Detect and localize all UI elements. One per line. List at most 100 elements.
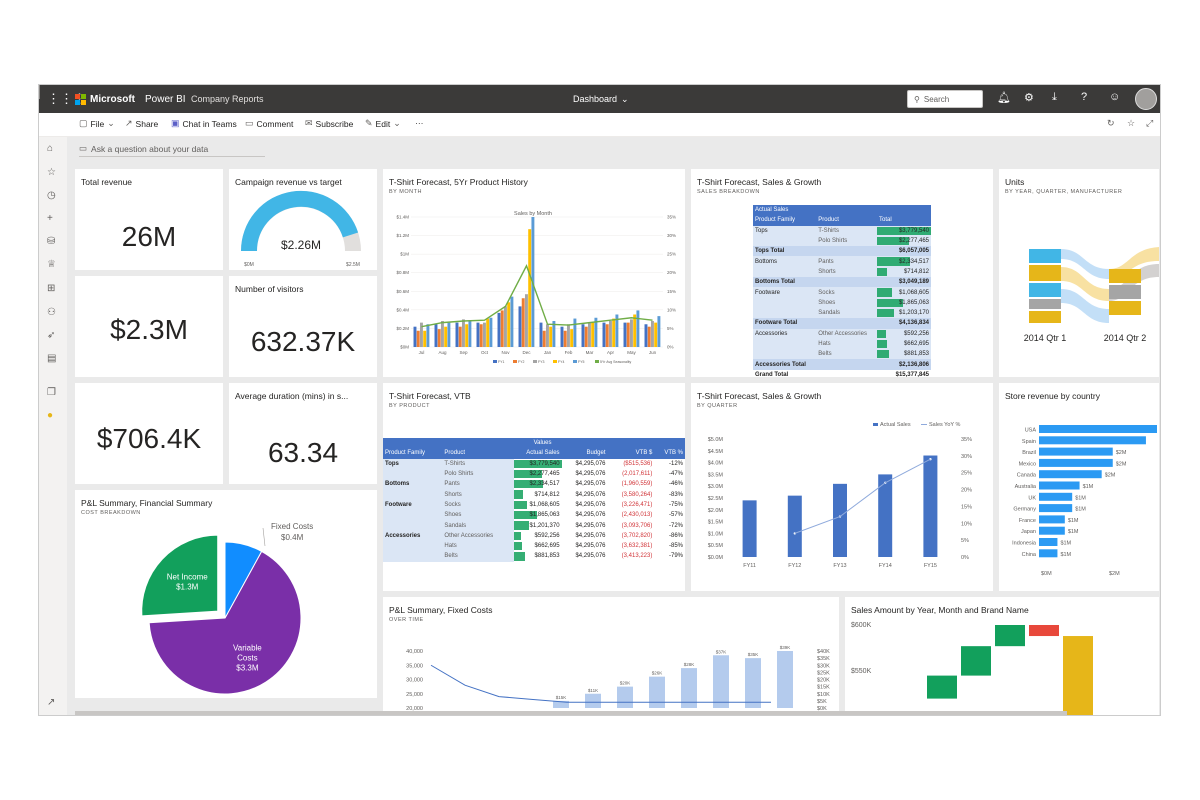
- bar: [742, 500, 757, 557]
- apps-icon[interactable]: ⊞: [47, 283, 56, 294]
- kpi-2-3m-tile[interactable]: $2.3M: [75, 276, 223, 377]
- sales-breakdown-tile[interactable]: T-Shirt Forecast, Sales & Growth SALES B…: [691, 169, 993, 377]
- y2-tick-label: 25%: [961, 471, 972, 477]
- expand-arrow-icon[interactable]: ↗: [47, 697, 56, 708]
- edit-menu[interactable]: ✎ Edit ⌄: [365, 118, 401, 129]
- workspace-current-icon[interactable]: ●: [47, 410, 54, 421]
- datasets-icon[interactable]: ⛁: [47, 236, 56, 247]
- product-history-tile[interactable]: T-Shirt Forecast, 5Yr Product History BY…: [383, 169, 685, 377]
- file-menu[interactable]: ▢ File ⌄: [79, 118, 115, 129]
- deployment-rocket-icon[interactable]: ➶: [47, 330, 56, 341]
- product-cell: T-Shirts: [442, 458, 514, 469]
- y2-tick-label: 0%: [961, 555, 969, 561]
- vtb-percent-cell: -86%: [668, 532, 683, 539]
- vtb-cell: (3,580,264): [621, 491, 653, 498]
- vtb-table: Values Product Family Product Actual Sales B…: [383, 438, 685, 562]
- bar: [542, 330, 546, 347]
- y2-tick-label: 30%: [961, 454, 972, 460]
- total-cell: $15,377,845: [895, 371, 929, 377]
- dashboard-dropdown[interactable]: Dashboard ⌄: [573, 85, 629, 113]
- product-cell: [816, 318, 877, 328]
- create-plus-icon[interactable]: +: [47, 213, 53, 224]
- user-avatar[interactable]: [1135, 88, 1157, 110]
- horizontal-scrollbar[interactable]: [75, 711, 1067, 715]
- pl-financial-summary-tile[interactable]: P&L Summary, Financial Summary COST BREA…: [75, 490, 377, 698]
- total-cell: $662,695: [877, 339, 931, 349]
- help-icon[interactable]: ?: [1081, 91, 1088, 103]
- home-icon[interactable]: ⌂: [47, 143, 54, 154]
- data-label: $15K: [556, 695, 567, 700]
- brand-waterfall-chart: $600K $550K: [851, 622, 1093, 715]
- bar: [570, 329, 574, 347]
- fullscreen-icon[interactable]: ⤢: [1146, 118, 1154, 128]
- share-button[interactable]: ↗ Share: [125, 118, 158, 129]
- ribbon-segment: [1029, 283, 1061, 297]
- comment-button[interactable]: ▭ Comment: [245, 118, 293, 129]
- duration-tile[interactable]: Average duration (mins) in s... 63.34: [229, 383, 377, 484]
- qna-input[interactable]: ▭ Ask a question about your data: [79, 141, 265, 157]
- goals-trophy-icon[interactable]: ♕: [47, 259, 56, 270]
- family-cell: [383, 489, 443, 500]
- family-cell: Accessories Total: [755, 361, 806, 368]
- subscribe-button[interactable]: ✉ Subscribe: [305, 118, 353, 129]
- product-name[interactable]: Power BI: [145, 93, 186, 105]
- visitors-tile[interactable]: Number of visitors 632.37K: [229, 276, 377, 377]
- family-cell: Bottoms: [755, 258, 778, 265]
- units-ribbon-chart: 2014 Qtr 1 2014 Qtr 2: [1024, 247, 1159, 343]
- store-revenue-tile[interactable]: Store revenue by country USA Spain Brazil $…: [999, 383, 1159, 591]
- shared-with-me-icon[interactable]: ⚇: [47, 307, 56, 318]
- bar: [591, 322, 595, 347]
- product-cell: Pants: [442, 479, 514, 490]
- table-row: Footware Socks $1,068,605: [753, 287, 931, 298]
- edit-label: Edit: [375, 118, 391, 129]
- bar: [1039, 436, 1146, 445]
- learn-book-icon[interactable]: ▤: [47, 353, 57, 364]
- table-row: Bottoms Pants $2,334,517: [753, 256, 931, 267]
- settings-gear-icon[interactable]: ⚙: [1024, 92, 1034, 104]
- search-box[interactable]: ⚲ Search: [907, 90, 983, 108]
- family-cell: Footware: [383, 499, 443, 511]
- table-row: Footware Socks $1,068,605 $4,295,076 (3,226,…: [383, 499, 685, 511]
- category-label: UK: [1028, 495, 1036, 501]
- fixed-costs-tile[interactable]: P&L Summary, Fixed Costs OVER TIME 20,00…: [383, 597, 839, 715]
- header-cell: Product: [444, 450, 466, 457]
- chat-in-teams-button[interactable]: ▣ Chat in Teams: [171, 118, 237, 129]
- bar: [650, 321, 654, 347]
- bar: [503, 306, 507, 347]
- y-tick-label: 40,000: [406, 649, 423, 655]
- microsoft-logo[interactable]: Microsoft: [75, 85, 135, 113]
- total-cell: $1,068,605: [877, 287, 931, 297]
- refresh-icon[interactable]: ↻: [1107, 118, 1115, 128]
- feedback-smiley-icon[interactable]: ☺: [1109, 91, 1121, 103]
- topbar-divider: [39, 85, 40, 99]
- cost-line: [430, 664, 771, 703]
- kpi-706k-tile[interactable]: $706.4K: [75, 383, 223, 484]
- recent-clock-icon[interactable]: ◷: [47, 190, 56, 201]
- campaign-gauge-tile[interactable]: Campaign revenue vs target $2.26M $0M $2…: [229, 169, 377, 270]
- download-icon[interactable]: ⤓: [1052, 91, 1057, 103]
- total-revenue-tile[interactable]: Total revenue 26M: [75, 169, 223, 270]
- product-cell: [816, 359, 877, 369]
- tile-title: T-Shirt Forecast, Sales & Growth: [697, 177, 822, 187]
- bar: [497, 312, 501, 347]
- bar: [1039, 504, 1073, 513]
- y2-tick-label: 30%: [667, 233, 676, 238]
- workspaces-icon[interactable]: ❐: [47, 387, 56, 398]
- favorites-star-icon[interactable]: ☆: [47, 167, 56, 178]
- chart-title: Sales by Month: [514, 211, 552, 217]
- workspace-breadcrumb[interactable]: Company Reports: [191, 94, 264, 104]
- product-cell: Belts: [442, 551, 514, 562]
- vtb-tile[interactable]: T-Shirt Forecast, VTB BY PRODUCT Values P…: [383, 383, 685, 591]
- bar: [528, 229, 532, 347]
- sales-by-quarter-tile[interactable]: T-Shirt Forecast, Sales & Growth BY QUAR…: [691, 383, 993, 591]
- notification-bell-icon[interactable]: 🔔︎: [997, 92, 1011, 104]
- bar: [468, 321, 472, 347]
- more-options-button[interactable]: ···: [415, 118, 424, 128]
- tile-title: Total revenue: [81, 177, 133, 187]
- y-tick-label: $3.0M: [708, 484, 724, 490]
- favorite-star-icon[interactable]: ☆: [1127, 118, 1136, 128]
- table-header: Values: [383, 438, 685, 449]
- brand-sales-tile[interactable]: Sales Amount by Year, Month and Brand Na…: [845, 597, 1159, 715]
- units-tile[interactable]: Units BY YEAR, QUARTER, MANUFACTURER 201…: [999, 169, 1159, 377]
- table-row: Accessories Other Accessories $592,256: [753, 328, 931, 339]
